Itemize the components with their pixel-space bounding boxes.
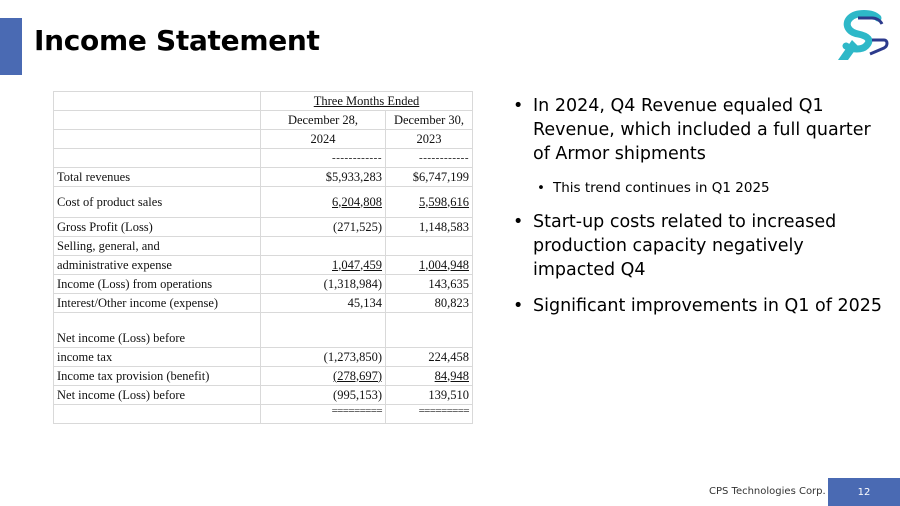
col1-year: 2024: [260, 129, 386, 149]
bullet-startup-costs: Start-up costs related to increased prod…: [513, 210, 883, 282]
separator-2024: ------------: [260, 148, 386, 168]
row-label: administrative expense: [53, 255, 261, 275]
value-2023: 1,004,948: [385, 255, 473, 275]
value-2023: 84,948: [385, 366, 473, 386]
row-label: Total revenues: [53, 167, 261, 187]
value-2024: (1,273,850): [260, 347, 386, 367]
table-row: December 28, December 30,: [53, 110, 473, 130]
value-2023: 5,598,616: [385, 186, 473, 218]
row-label: income tax: [53, 347, 261, 367]
period-header: Three Months Ended: [313, 93, 420, 108]
cps-logo-icon: [838, 10, 889, 60]
table-row: Gross Profit (Loss) (271,525) 1,148,583: [53, 217, 473, 237]
footer-company: CPS Technologies Corp.: [709, 486, 826, 497]
value-2023: 80,823: [385, 293, 473, 313]
table-row: administrative expense 1,047,459 1,004,9…: [53, 255, 473, 275]
value-2024: (278,697): [260, 366, 386, 386]
table-row: ------------ ------------: [53, 148, 473, 168]
table-row: Three Months Ended: [53, 91, 473, 111]
page-number: 12: [828, 478, 900, 506]
bullet-revenue: In 2024, Q4 Revenue equaled Q1 Revenue, …: [513, 94, 883, 166]
value-2023: 143,635: [385, 274, 473, 294]
table-row: Selling, general, and: [53, 236, 473, 256]
col2-year: 2023: [385, 129, 473, 149]
value-2024: $5,933,283: [260, 167, 386, 187]
double-line-2023: =========: [385, 404, 473, 424]
value-2024: 1,047,459: [260, 255, 386, 275]
row-label: Cost of product sales: [53, 186, 261, 218]
table-row: Interest/Other income (expense) 45,134 8…: [53, 293, 473, 313]
table-row: income tax (1,273,850) 224,458: [53, 347, 473, 367]
row-label: Income tax provision (benefit): [53, 366, 261, 386]
row-label: Net income (Loss) before: [53, 385, 261, 405]
title-accent-bar: [0, 18, 22, 75]
col2-date: December 30,: [385, 110, 473, 130]
value-2023: 1,148,583: [385, 217, 473, 237]
bullet-improvements: Significant improvements in Q1 of 2025: [513, 294, 883, 318]
value-2023: 224,458: [385, 347, 473, 367]
table-row: Total revenues $5,933,283 $6,747,199: [53, 167, 473, 187]
table-row: Net income (Loss) before: [53, 312, 473, 348]
value-2024: (1,318,984): [260, 274, 386, 294]
table-row: Income (Loss) from operations (1,318,984…: [53, 274, 473, 294]
table-row: ========= =========: [53, 404, 473, 424]
value-2024: (995,153): [260, 385, 386, 405]
sub-bullet-trend: This trend continues in Q1 2025: [513, 178, 883, 198]
value-2024: 45,134: [260, 293, 386, 313]
table-row: Net income (Loss) before (995,153) 139,5…: [53, 385, 473, 405]
value-2024: (271,525): [260, 217, 386, 237]
value-2023: 139,510: [385, 385, 473, 405]
table-row: Income tax provision (benefit) (278,697)…: [53, 366, 473, 386]
row-label: Gross Profit (Loss): [53, 217, 261, 237]
income-statement-table: Three Months Ended December 28, December…: [53, 91, 473, 424]
table-row: 2024 2023: [53, 129, 473, 149]
row-label: Net income (Loss) before: [53, 312, 261, 348]
bullet-list: In 2024, Q4 Revenue equaled Q1 Revenue, …: [513, 94, 883, 330]
row-label: Selling, general, and: [53, 236, 261, 256]
slide-title: Income Statement: [34, 24, 320, 57]
table-row: Cost of product sales 6,204,808 5,598,61…: [53, 186, 473, 218]
row-label: Income (Loss) from operations: [53, 274, 261, 294]
double-line-2024: =========: [260, 404, 386, 424]
value-2024: 6,204,808: [260, 186, 386, 218]
separator-2023: ------------: [385, 148, 473, 168]
col1-date: December 28,: [260, 110, 386, 130]
value-2023: $6,747,199: [385, 167, 473, 187]
row-label: Interest/Other income (expense): [53, 293, 261, 313]
